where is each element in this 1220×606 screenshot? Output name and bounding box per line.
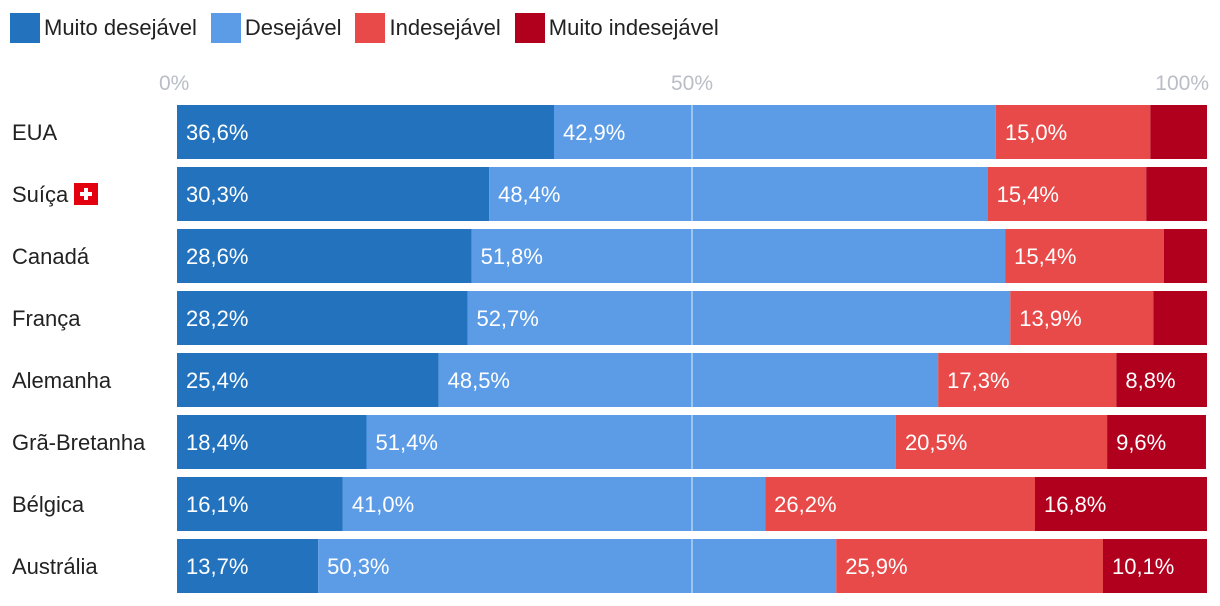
data-label: 9,6% <box>1116 430 1166 455</box>
data-label: 42,9% <box>563 120 625 145</box>
data-label: 20,5% <box>905 430 967 455</box>
bar-segment-muito-desejavel <box>177 353 439 407</box>
data-label: 15,0% <box>1005 120 1067 145</box>
data-label: 51,4% <box>376 430 438 455</box>
bar-segment-muito-indesejavel <box>1150 105 1207 159</box>
data-label: 16,1% <box>186 492 248 517</box>
bar-segment-muito-indesejavel <box>1034 477 1207 531</box>
data-label: 30,3% <box>186 182 248 207</box>
swiss-flag-icon <box>74 183 98 205</box>
category-label: Canadá <box>12 244 90 269</box>
category-label: EUA <box>12 120 58 145</box>
category-label: Grã-Bretanha <box>12 430 146 455</box>
legend-swatch <box>210 13 241 43</box>
legend-label: Muito desejável <box>44 15 197 40</box>
legend-item-muito-desejavel: Muito desejável <box>10 13 197 43</box>
data-label: 18,4% <box>186 430 248 455</box>
legend-label: Desejável <box>244 15 342 40</box>
bar-segment-muito-indesejavel <box>1116 353 1207 407</box>
data-label: 48,4% <box>498 182 560 207</box>
bar-segment-muito-indesejavel <box>1163 229 1207 283</box>
bar-segment-desejavel <box>318 539 837 593</box>
bar-segment-desejavel <box>438 353 939 407</box>
bar-row-eua: EUA 36,6% 42,9% 15,0% <box>12 105 1207 159</box>
bar-segment-muito-indesejavel <box>1102 539 1207 593</box>
data-label: 28,2% <box>186 306 248 331</box>
legend-label: Muito indesejável <box>548 15 719 40</box>
legend-item-indesejavel: Indesejável <box>355 13 501 43</box>
bar-segment-desejavel <box>489 167 988 221</box>
bar-segment-muito-desejavel <box>177 477 343 531</box>
data-label: 41,0% <box>352 492 414 517</box>
legend-swatch <box>355 13 386 43</box>
data-label: 15,4% <box>997 182 1059 207</box>
bar-row-belgica: Bélgica 16,1% 41,0% 26,2% 16,8% <box>12 477 1207 531</box>
bar-segment-muito-indesejavel <box>1153 291 1207 345</box>
bar-segment-indesejavel <box>987 167 1147 221</box>
data-label: 36,6% <box>186 120 248 145</box>
legend-swatch <box>10 13 40 43</box>
bar-segment-muito-desejavel <box>177 229 472 283</box>
bar-segment-indesejavel <box>1005 229 1164 283</box>
data-label: 25,4% <box>186 368 248 393</box>
data-label: 28,6% <box>186 244 248 269</box>
data-label: 25,9% <box>845 554 907 579</box>
data-label: 13,9% <box>1019 306 1081 331</box>
category-label: Austrália <box>12 554 98 579</box>
data-label: 50,3% <box>327 554 389 579</box>
bar-row-alemanha: Alemanha 25,4% 48,5% 17,3% 8,8% <box>12 353 1207 407</box>
data-label: 48,5% <box>448 368 510 393</box>
bar-segment-muito-desejavel <box>177 415 367 469</box>
bar-segment-muito-desejavel <box>177 105 554 159</box>
data-label: 52,7% <box>476 306 538 331</box>
bar-segment-desejavel <box>366 415 896 469</box>
category-label: França <box>12 306 81 331</box>
flag-cross-horizontal <box>80 192 92 196</box>
bar-row-canada: Canadá 28,6% 51,8% 15,4% <box>12 229 1207 283</box>
data-label: 8,8% <box>1125 368 1175 393</box>
bar-segment-desejavel <box>467 291 1011 345</box>
bar-segment-muito-indesejavel <box>1107 415 1206 469</box>
bar-segment-muito-desejavel <box>177 291 468 345</box>
bar-segment-muito-desejavel <box>177 539 319 593</box>
bar-segment-muito-indesejavel <box>1146 167 1207 221</box>
data-label: 13,7% <box>186 554 248 579</box>
data-label: 26,2% <box>774 492 836 517</box>
bar-segment-desejavel <box>342 477 766 531</box>
bar-segment-indesejavel <box>836 539 1103 593</box>
legend-item-muito-indesejavel: Muito indesejável <box>514 13 719 43</box>
x-tick-label: 100% <box>1155 72 1209 95</box>
bar-segment-indesejavel <box>1010 291 1154 345</box>
bar-segment-desejavel <box>553 105 996 159</box>
x-tick-label: 0% <box>159 72 189 95</box>
bar-row-australia: Austrália 13,7% 50,3% 25,9% 10,1% <box>12 539 1207 593</box>
category-label: Bélgica <box>12 492 85 517</box>
bar-row-gra-bretanha: Grã-Bretanha 18,4% 51,4% 20,5% 9,6% <box>12 415 1206 469</box>
data-label: 10,1% <box>1112 554 1174 579</box>
bar-segment-muito-desejavel <box>177 167 490 221</box>
bar-row-suica: Suíça 30,3% 48,4% 15,4% <box>12 167 1207 221</box>
bar-segment-indesejavel <box>765 477 1035 531</box>
legend-label: Indesejável <box>389 15 501 40</box>
data-label: 17,3% <box>947 368 1009 393</box>
legend-item-desejavel: Desejável <box>210 13 342 43</box>
legend-swatch <box>514 13 545 43</box>
bar-segment-indesejavel <box>995 105 1151 159</box>
data-label: 51,8% <box>481 244 543 269</box>
data-label: 16,8% <box>1044 492 1106 517</box>
legend: Muito desejável Desejável Indesejável Muito… <box>10 12 733 44</box>
data-label: 15,4% <box>1014 244 1076 269</box>
bar-segment-desejavel <box>471 229 1006 283</box>
bar-segment-indesejavel <box>895 415 1108 469</box>
bar-row-franca: França 28,2% 52,7% 13,9% <box>12 291 1207 345</box>
category-label: Alemanha <box>12 368 112 393</box>
x-tick-label: 50% <box>671 72 713 95</box>
bar-segment-indesejavel <box>938 353 1117 407</box>
category-label: Suíça <box>12 182 69 207</box>
